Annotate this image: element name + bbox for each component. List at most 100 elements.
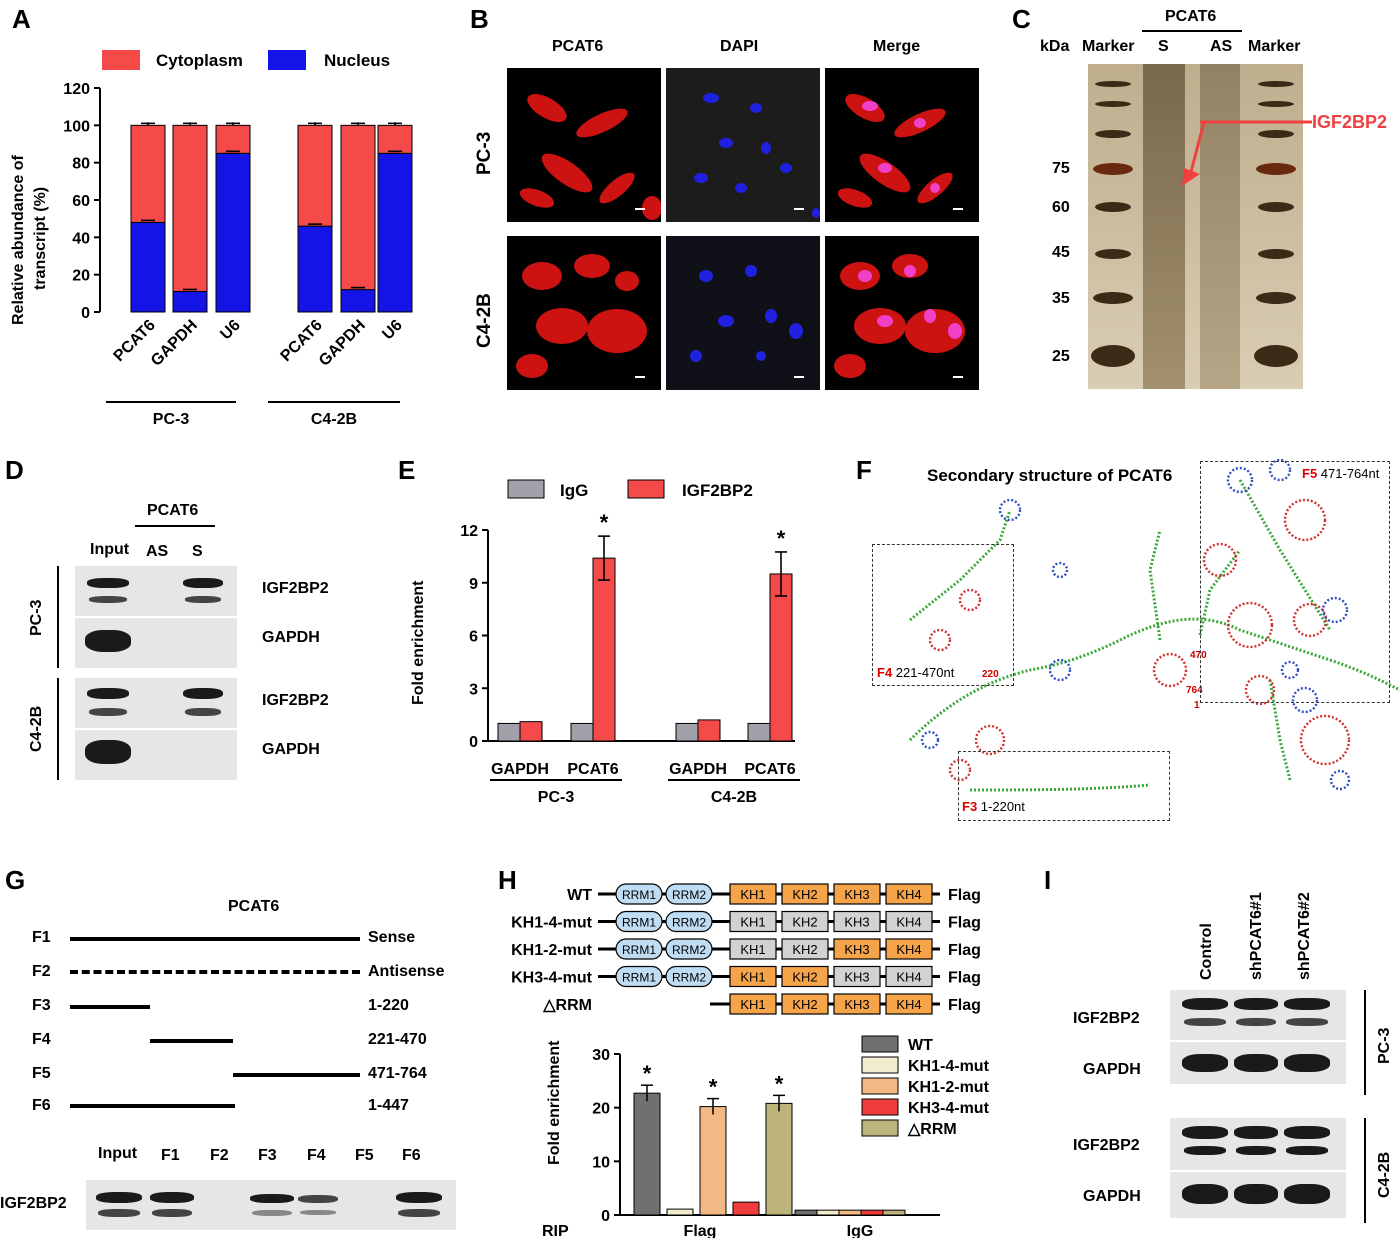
legend-swatch-igg: [507, 479, 545, 499]
star-h-4: *: [775, 1071, 784, 1096]
blot-i-c42b-igf2bp2: [1170, 1118, 1346, 1170]
domain-rrm1-label-1: RRM1: [622, 916, 656, 930]
domain-kh2-2: [781, 938, 829, 960]
panel-g-row-f3-label: 1-220: [368, 997, 409, 1014]
domain-kh4-2: [885, 938, 933, 960]
legend-label-h-1: KH1-4-mut: [908, 1058, 990, 1075]
panel-c-lane-marker-2: Marker: [1248, 38, 1301, 55]
fragment-box-f5: [1200, 461, 1390, 703]
domain-kh4-label-2: KH4: [896, 942, 921, 957]
panel-b-col-dapi: DAPI: [720, 38, 759, 55]
legend-swatch-h-3: [861, 1098, 899, 1116]
silver-stain-gel: [1088, 64, 1303, 389]
domain-kh3-label-1: KH3: [844, 915, 869, 930]
marker-75: 75: [1052, 160, 1070, 177]
bar-h-4-0: [765, 1102, 793, 1216]
category-label-e-2: GAPDH: [669, 761, 727, 778]
category-label-e-3: PCAT6: [744, 761, 795, 778]
tick-label-e-12: 12: [460, 523, 478, 540]
tick-label-a-60: 60: [72, 193, 90, 210]
panel-c-header-line: [1142, 30, 1242, 32]
group-label-e-c42b: C4-2B: [711, 789, 757, 806]
domain-kh3-2: [833, 938, 881, 960]
panel-h-domain-diagram: WT RRM1 RRM2 KH1 KH2 KH3 KH4 Flag KH1-4-mut RRM1 R…: [511, 883, 981, 1015]
domain-kh2-4: [781, 993, 829, 1015]
bar-h-1-0: [666, 1208, 694, 1216]
domain-kh2-label-0: KH2: [792, 887, 817, 902]
domain-kh2-1: [781, 910, 829, 933]
panel-g-lane-f3: F3: [258, 1147, 277, 1164]
panel-b-row-pc3: PC-3: [474, 131, 495, 175]
x-label-h-igg: IgG: [847, 1223, 874, 1238]
fragment-f4-id: F4: [877, 665, 893, 680]
fragment-f3-range: 1-220nt: [980, 799, 1025, 814]
bar-a-nucleus-5: [377, 152, 413, 313]
domain-kh2-3: [781, 965, 829, 988]
bar-h-3-0: [732, 1201, 760, 1216]
fragment-box-f3: [958, 751, 1170, 821]
panel-g-lane-f1: F1: [161, 1147, 180, 1164]
domain-kh4-3: [885, 965, 933, 988]
panel-label-g: G: [5, 865, 26, 895]
category-label-a-2: U6: [217, 317, 244, 344]
category-label-a-4: GAPDH: [316, 317, 369, 370]
bar-h-0-0: [633, 1092, 661, 1216]
domain-kh4-0: [885, 883, 933, 905]
panel-g-row-f5-label: 471-764: [368, 1065, 427, 1082]
domain-kh3-3: [833, 965, 881, 988]
panel-g-lane-f5: F5: [355, 1147, 374, 1164]
legend-label-igg: IgG: [560, 481, 588, 500]
group-label-a-c42b: C4-2B: [311, 411, 357, 428]
panel-i-protein-2: GAPDH: [1083, 1061, 1141, 1078]
legend-swatch-h-1: [861, 1056, 899, 1074]
tick-label-h-0: 0: [601, 1208, 610, 1225]
bar-a-nucleus-4: [340, 289, 376, 313]
panel-i-lane-sh2: shPCAT6#2: [1296, 892, 1313, 980]
construct-tag-2: Flag: [948, 942, 981, 959]
domain-kh4-1: [885, 910, 933, 933]
fragment-line-f3: [70, 1005, 150, 1009]
micrograph-c42b-merge: [825, 236, 979, 390]
construct-label-4: △RRM: [542, 997, 592, 1014]
panel-c-lane-s: S: [1158, 38, 1169, 55]
tick-label-a-80: 80: [72, 156, 90, 173]
panel-g-row-f1-label: Sense: [368, 929, 416, 946]
panel-label-i: I: [1044, 865, 1052, 895]
domain-kh1-2: [729, 938, 777, 960]
domain-kh2-label-1: KH2: [792, 915, 817, 930]
panel-g-title: PCAT6: [228, 898, 280, 915]
domain-rrm2-label-1: RRM2: [672, 916, 706, 930]
domain-kh4-4: [885, 993, 933, 1015]
panel-d-protein-3: IGF2BP2: [262, 692, 329, 709]
panel-g-lane-input: Input: [98, 1145, 138, 1162]
construct-label-2: KH1-2-mut: [511, 942, 593, 959]
panel-i-lane-control: Control: [1198, 923, 1215, 980]
panel-label-b: B: [470, 4, 489, 34]
legend-swatch-igf2bp2: [627, 479, 665, 499]
fragment-box-f4: [872, 544, 1014, 686]
panel-d-lane-s: S: [192, 543, 203, 560]
domain-kh1-label-2: KH1: [740, 942, 765, 957]
blot-i-pc3-igf2bp2: [1170, 990, 1346, 1040]
bar-a-nucleus-2: [215, 152, 251, 313]
bar-a-nucleus-1: [172, 290, 208, 313]
panel-a-ylabel-1: Relative abundance of: [10, 155, 27, 325]
bar-a-cytoplasm-5: [377, 124, 413, 154]
micrograph-pc3-pcat6: [507, 68, 661, 222]
group-label-a-pc3: PC-3: [153, 411, 190, 428]
bar-a-cytoplasm-3: [297, 124, 333, 227]
bar-e-igf2bp2-1: [592, 557, 616, 742]
construct-tag-1: Flag: [948, 915, 981, 932]
panel-d-row-pc3: PC-3: [28, 599, 45, 636]
domain-kh4-label-4: KH4: [896, 997, 921, 1012]
blot-d-c42b-gapdh: [75, 730, 237, 780]
marker-45: 45: [1052, 244, 1070, 261]
bar-h-4-1: [882, 1209, 906, 1216]
tick-label-a-120: 120: [63, 81, 90, 98]
panel-d-bracket-c42b: [57, 678, 59, 780]
panel-g-row-f6-label: 1-447: [368, 1097, 409, 1114]
panel-d-protein-4: GAPDH: [262, 741, 320, 758]
fragment-label-f3: F3 1-220nt: [962, 799, 1025, 814]
panel-g-row-f6-id: F6: [32, 1097, 51, 1114]
construct-label-0: WT: [567, 887, 592, 904]
